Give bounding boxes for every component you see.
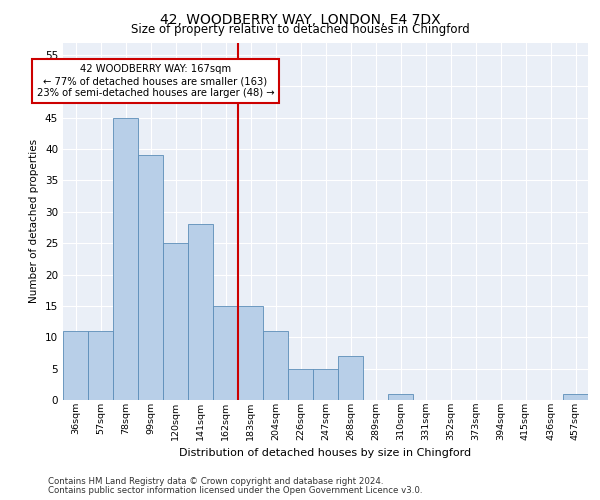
Text: 42 WOODBERRY WAY: 167sqm
← 77% of detached houses are smaller (163)
23% of semi-: 42 WOODBERRY WAY: 167sqm ← 77% of detach…	[37, 64, 274, 98]
Bar	[388, 394, 413, 400]
Bar	[263, 331, 287, 400]
Bar	[313, 368, 338, 400]
Bar	[214, 306, 238, 400]
Bar	[113, 118, 137, 400]
Text: 42, WOODBERRY WAY, LONDON, E4 7DX: 42, WOODBERRY WAY, LONDON, E4 7DX	[160, 12, 440, 26]
Bar	[289, 368, 313, 400]
Bar	[338, 356, 362, 400]
Bar	[238, 306, 263, 400]
Bar	[64, 331, 88, 400]
Bar	[139, 156, 163, 400]
Bar	[188, 224, 212, 400]
Bar	[88, 331, 113, 400]
Text: Contains public sector information licensed under the Open Government Licence v3: Contains public sector information licen…	[48, 486, 422, 495]
Bar	[563, 394, 587, 400]
X-axis label: Distribution of detached houses by size in Chingford: Distribution of detached houses by size …	[179, 448, 472, 458]
Y-axis label: Number of detached properties: Number of detached properties	[29, 139, 40, 304]
Text: Contains HM Land Registry data © Crown copyright and database right 2024.: Contains HM Land Registry data © Crown c…	[48, 477, 383, 486]
Bar	[163, 243, 188, 400]
Text: Size of property relative to detached houses in Chingford: Size of property relative to detached ho…	[131, 22, 469, 36]
